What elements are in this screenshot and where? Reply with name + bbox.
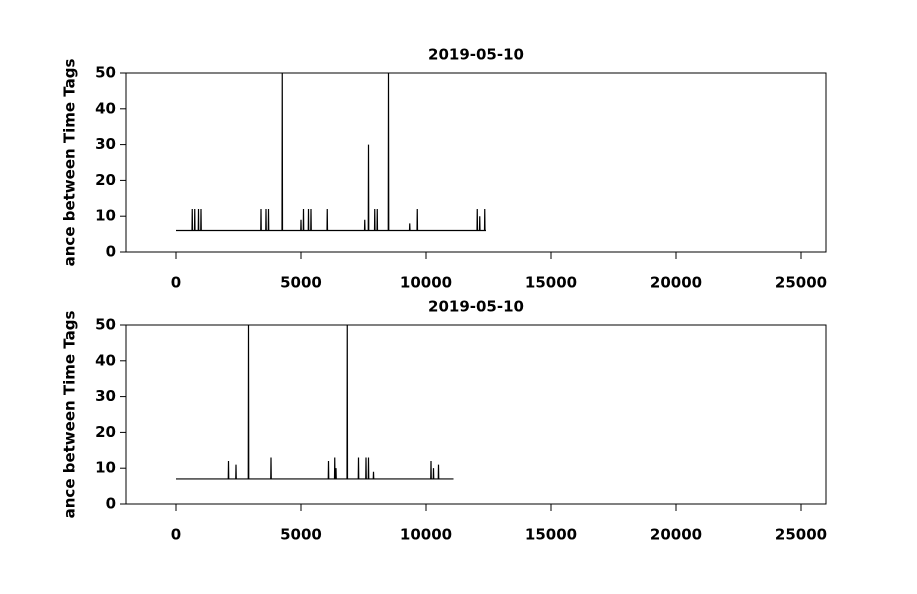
x-tick-label: 10000 — [400, 274, 452, 292]
subplot: 2019-05-10 ance between Time Tags 0 10 20 30 4… — [61, 298, 828, 544]
x-tick-label: 5000 — [280, 526, 322, 544]
x-tick-label: 15000 — [525, 526, 577, 544]
y-tick-label: 40 — [95, 351, 116, 369]
x-tick-label: 0 — [171, 274, 181, 292]
x-tick-label: 20000 — [650, 526, 702, 544]
y-axis-label: ance between Time Tags — [61, 59, 79, 267]
x-tick-label: 20000 — [650, 274, 702, 292]
chart-title: 2019-05-10 — [428, 46, 524, 64]
y-tick-label: 20 — [95, 171, 116, 189]
y-tick-label: 50 — [95, 316, 116, 334]
axes-frame — [125, 324, 827, 505]
data-line — [176, 73, 486, 232]
y-tick-label: 50 — [95, 64, 116, 82]
data-line — [176, 325, 454, 480]
y-tick-label: 40 — [95, 99, 116, 117]
x-tick-label: 15000 — [525, 274, 577, 292]
y-tick-label: 30 — [95, 387, 116, 405]
y-tick-label: 10 — [95, 459, 116, 477]
y-tick-label: 20 — [95, 423, 116, 441]
x-tick-label: 10000 — [400, 526, 452, 544]
y-tick-label: 30 — [95, 135, 116, 153]
x-tick-label: 0 — [171, 526, 181, 544]
y-tick-label: 0 — [106, 243, 116, 261]
chart-title: 2019-05-10 — [428, 298, 524, 316]
y-tick-label: 10 — [95, 207, 116, 225]
x-tick-label: 5000 — [280, 274, 322, 292]
x-tick-label: 25000 — [775, 526, 827, 544]
y-axis-label: ance between Time Tags — [61, 311, 79, 519]
y-tick-label: 0 — [106, 495, 116, 513]
subplot: 2019-05-10 ance between Time Tags 0 10 20 30 4… — [61, 46, 828, 292]
x-tick-label: 25000 — [775, 274, 827, 292]
axes-frame — [125, 72, 827, 253]
